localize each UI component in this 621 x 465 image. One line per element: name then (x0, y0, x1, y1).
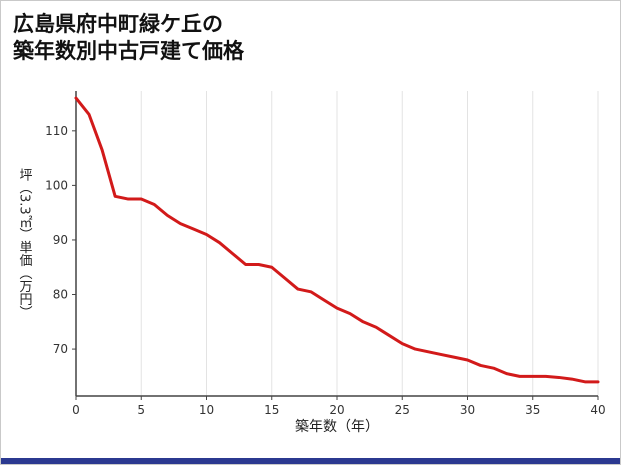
page-title-line-2: 築年数別中古戸建て価格 (13, 39, 244, 64)
y-tick-label: 100 (45, 178, 68, 192)
x-tick-label: 40 (590, 403, 605, 417)
x-tick-label: 25 (395, 403, 410, 417)
y-tick-label: 80 (53, 288, 68, 302)
bottom-accent-bar (1, 458, 620, 464)
page-title: 広島県府中町緑ケ丘の 築年数別中古戸建て価格 (13, 11, 244, 66)
page-title-line-1: 広島県府中町緑ケ丘の (13, 12, 223, 36)
y-axis-label: 坪（3.3㎡）単価（万円） (16, 168, 32, 319)
y-tick-label: 110 (45, 124, 68, 138)
y-tick-label: 90 (53, 233, 68, 247)
x-tick-label: 0 (72, 403, 80, 417)
price-line-series (74, 96, 600, 384)
x-tick-label: 5 (137, 403, 145, 417)
x-tick-label: 15 (264, 403, 279, 417)
x-tick-label: 35 (525, 403, 540, 417)
x-tick-label: 30 (460, 403, 475, 417)
x-axis-label: 築年数（年） (295, 419, 379, 435)
x-tick-label: 10 (199, 403, 214, 417)
x-tick-label: 20 (329, 403, 344, 417)
y-tick-label: 70 (53, 342, 68, 356)
